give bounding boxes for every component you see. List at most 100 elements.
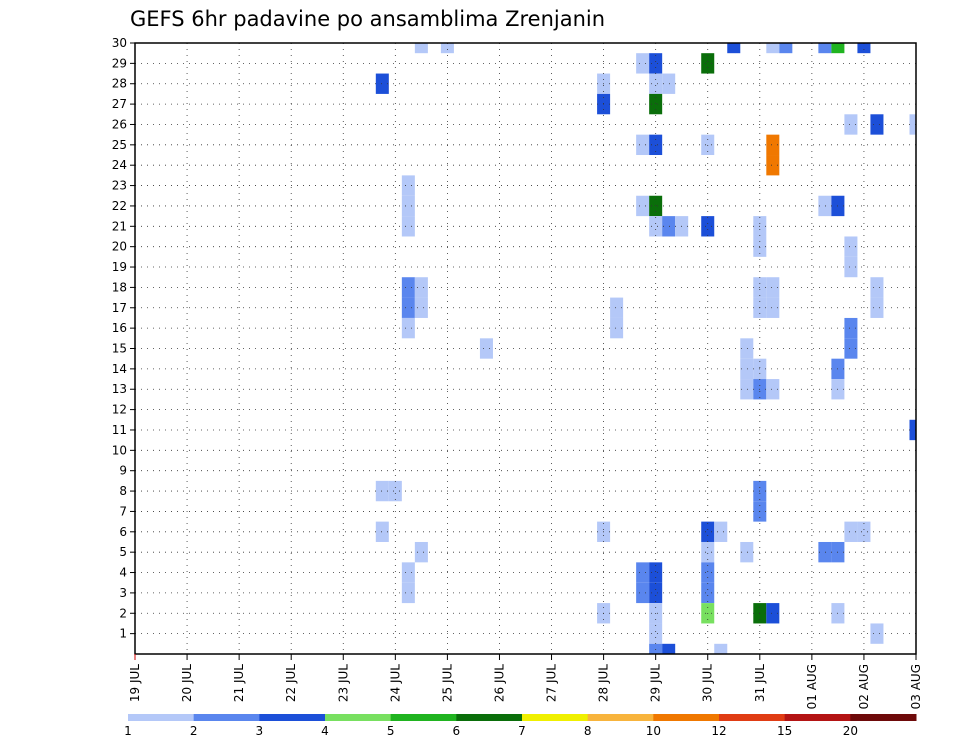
colorbar-swatch: [193, 714, 260, 721]
y-tick-label: 25: [112, 138, 127, 152]
heatmap-cell: [414, 43, 428, 54]
colorbar-label: 20: [843, 724, 858, 738]
heatmap-cell: [649, 643, 663, 654]
heatmap-cell: [727, 43, 741, 54]
y-tick-label: 16: [112, 321, 127, 335]
y-tick-label: 1: [119, 627, 127, 641]
heatmap-cell: [701, 582, 715, 604]
heatmap-cell: [714, 521, 728, 542]
heatmap-cell: [401, 562, 415, 583]
y-tick-label: 13: [112, 382, 127, 396]
y-tick-label: 9: [119, 464, 127, 478]
y-tick-label: 12: [112, 403, 127, 417]
heatmap-cell: [779, 43, 793, 54]
heatmap-cell: [636, 195, 650, 217]
heatmap-cell: [636, 134, 650, 156]
heatmap-cell: [701, 521, 715, 542]
colorbar-swatch: [587, 714, 654, 721]
colorbar-swatch: [456, 714, 523, 721]
y-tick-label: 6: [119, 525, 127, 539]
heatmap-cell: [401, 216, 415, 237]
colorbar-swatch: [259, 714, 326, 721]
y-tick-label: 14: [112, 362, 127, 376]
x-tick-label: 19 JUL: [128, 664, 142, 702]
heatmap-cell: [844, 338, 858, 359]
colorbar-swatch: [390, 714, 457, 721]
heatmap-cell: [844, 256, 858, 278]
heatmap-cell: [414, 277, 428, 298]
x-axis: 19 JUL 20 JUL 21 JUL 22 JUL 23 JUL 24 JUL 25 J…: [128, 654, 923, 709]
heatmap-cell: [375, 73, 389, 94]
y-tick-label: 29: [112, 56, 127, 70]
colorbar-label: 4: [321, 724, 329, 738]
colorbar-label: 10: [646, 724, 661, 738]
heatmap-cell: [649, 53, 663, 74]
x-tick-label: 30 JUL: [701, 664, 715, 702]
heatmap-cell: [649, 216, 663, 237]
heatmap-cell: [414, 297, 428, 318]
heatmap-cell: [636, 53, 650, 74]
colorbar-swatch: [325, 714, 392, 721]
colorbar-label: 5: [387, 724, 395, 738]
y-tick-label: 15: [112, 342, 127, 356]
y-tick-label: 26: [112, 117, 127, 131]
heatmap-cell: [818, 541, 832, 563]
heatmap-cell: [766, 379, 780, 400]
heatmap-cell: [909, 114, 916, 135]
heatmap-cell: [844, 317, 858, 339]
x-tick-label: 27 JUL: [545, 664, 559, 702]
y-tick-label: 23: [112, 179, 127, 193]
heatmap-cell: [857, 521, 871, 542]
heatmap-cell: [662, 216, 676, 237]
x-tick-label: 25 JUL: [440, 664, 454, 702]
y-tick-label: 10: [112, 443, 127, 457]
x-tick-label: 21 JUL: [232, 664, 246, 702]
x-tick-label: 02 AUG: [857, 664, 871, 709]
y-tick-label: 20: [112, 240, 127, 254]
heatmap-cell: [740, 379, 754, 400]
heatmap-cell: [440, 43, 454, 54]
heatmap-cell: [818, 43, 832, 54]
x-tick-label: 28 JUL: [597, 664, 611, 702]
heatmap-cell: [401, 582, 415, 604]
heatmap-cell: [479, 338, 493, 359]
heatmap-cell: [610, 317, 624, 339]
y-tick-label: 3: [119, 586, 127, 600]
colorbar-label: 2: [190, 724, 198, 738]
heatmap-cell: [740, 338, 754, 359]
heatmap-cell: [870, 297, 884, 318]
x-tick-label: 29 JUL: [649, 664, 663, 702]
heatmap-cell: [766, 155, 780, 176]
y-tick-label: 27: [112, 97, 127, 111]
y-tick-label: 24: [112, 158, 127, 172]
colorbar-label: 12: [711, 724, 726, 738]
x-tick-label: 20 JUL: [180, 664, 194, 702]
y-tick-label: 11: [112, 423, 127, 437]
heatmap-cell: [870, 623, 884, 644]
heatmap-cell: [857, 43, 871, 54]
heatmap-cell: [701, 53, 715, 74]
colorbar-swatch: [719, 714, 786, 721]
x-tick-label: 01 AUG: [805, 664, 819, 709]
y-tick-label: 18: [112, 280, 127, 294]
heatmap-cells: [375, 43, 916, 654]
heatmap-cell: [649, 582, 663, 604]
colorbar-swatch: [653, 714, 720, 721]
y-tick-label: 22: [112, 199, 127, 213]
heatmap-cell: [662, 73, 676, 94]
colorbar-label: 1: [124, 724, 132, 738]
heatmap-cell: [766, 297, 780, 318]
heatmap-cell: [701, 541, 715, 563]
colorbar-label: 6: [453, 724, 461, 738]
heatmap-cell: [844, 521, 858, 542]
heatmap-cell: [766, 277, 780, 298]
y-tick-label: 28: [112, 77, 127, 91]
heatmap-cell: [844, 236, 858, 257]
heatmap-cell: [818, 195, 832, 217]
y-tick-label: 21: [112, 219, 127, 233]
y-tick-label: 4: [119, 566, 127, 580]
x-tick-label: 03 AUG: [909, 664, 923, 709]
y-tick-label: 2: [119, 606, 127, 620]
heatmap-cell: [401, 297, 415, 318]
